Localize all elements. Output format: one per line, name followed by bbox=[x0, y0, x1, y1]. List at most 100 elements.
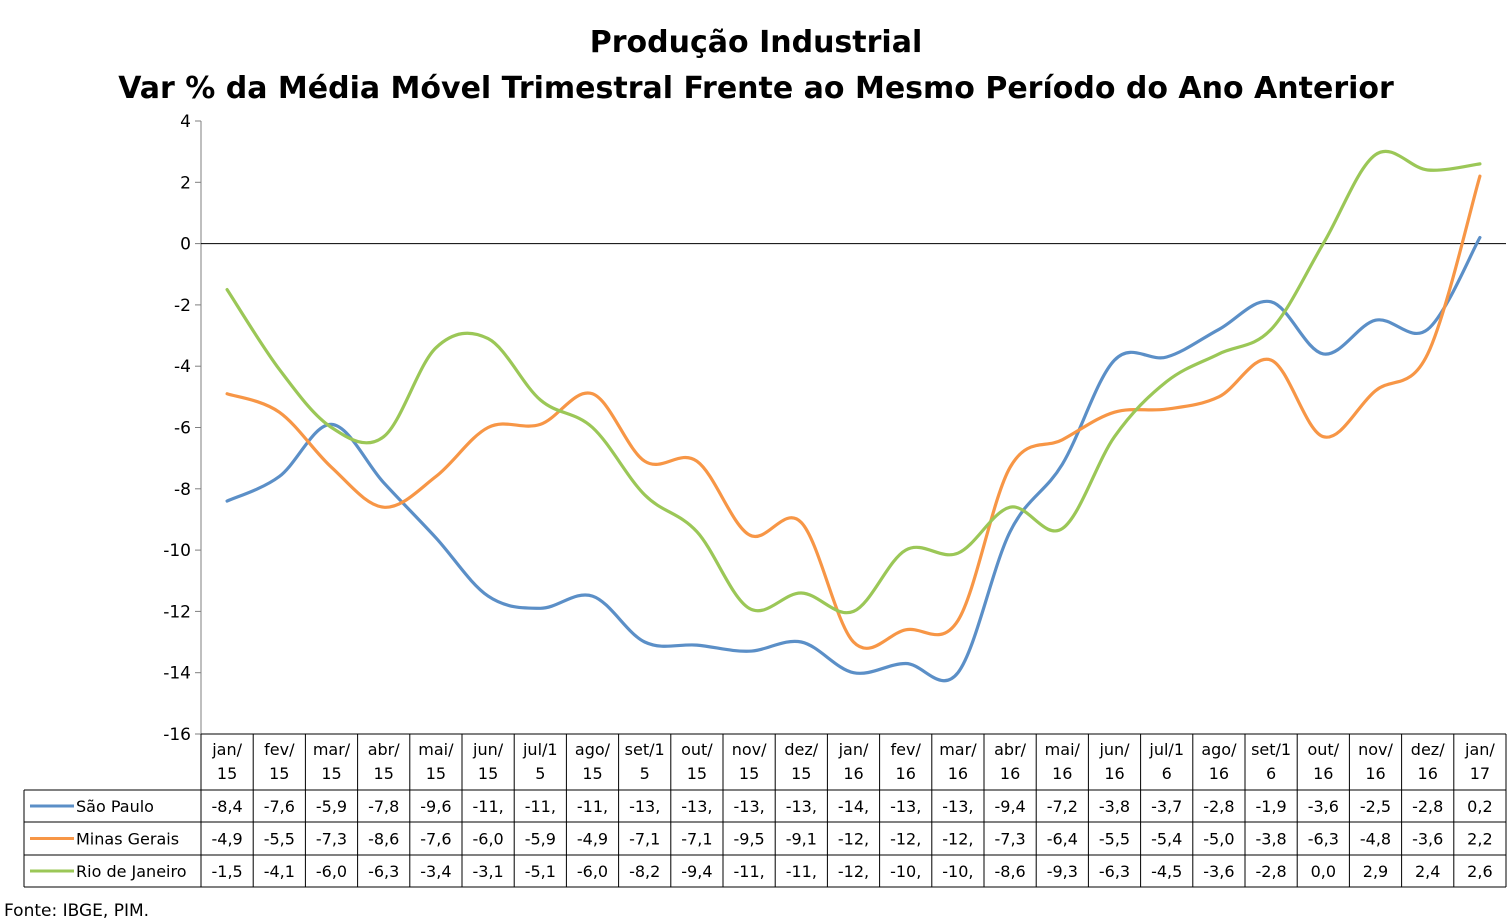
category-label: jan/ bbox=[211, 740, 242, 759]
y-axis: 4 2 0 -2 -4 -6 -8 -10 -12 -14 -16 bbox=[163, 112, 202, 745]
table-cell: -13, bbox=[786, 797, 817, 816]
category-label: 16 bbox=[1052, 764, 1072, 783]
table-cell: 2,4 bbox=[1415, 862, 1440, 881]
category-label: 15 bbox=[478, 764, 498, 783]
category-label: nov/ bbox=[732, 740, 767, 759]
table-cell: -6,0 bbox=[472, 830, 503, 849]
table-cell: -6,3 bbox=[1099, 862, 1130, 881]
table-cell: 2,9 bbox=[1363, 862, 1388, 881]
table-cell: -4,9 bbox=[211, 830, 242, 849]
table-cell: -5,9 bbox=[525, 830, 556, 849]
table-cell: -11, bbox=[525, 797, 556, 816]
category-label: 15 bbox=[321, 764, 341, 783]
table-cell: -8,6 bbox=[994, 862, 1025, 881]
table-cell: -11, bbox=[577, 797, 608, 816]
table-cell: -9,6 bbox=[420, 797, 451, 816]
table-cell: -9,5 bbox=[733, 830, 764, 849]
category-label: 15 bbox=[687, 764, 707, 783]
category-label: jul/1 bbox=[1148, 740, 1184, 759]
category-label: mai/ bbox=[1045, 740, 1081, 759]
table-cell: -5,0 bbox=[1203, 830, 1234, 849]
table-cell: 0,0 bbox=[1311, 862, 1336, 881]
y-tick-label: 4 bbox=[180, 112, 191, 132]
category-label: nov/ bbox=[1358, 740, 1393, 759]
category-label: 15 bbox=[217, 764, 237, 783]
table-cell: -4,1 bbox=[264, 862, 295, 881]
table-cell: -5,5 bbox=[264, 830, 295, 849]
y-tick-label: -4 bbox=[174, 357, 191, 377]
table-cell: -2,8 bbox=[1255, 862, 1286, 881]
table-cell: -7,1 bbox=[681, 830, 712, 849]
category-label: out/ bbox=[681, 740, 713, 759]
category-label: jan/ bbox=[1464, 740, 1495, 759]
table-cell: -10, bbox=[942, 862, 973, 881]
chart-subtitle: Var % da Média Móvel Trimestral Frente a… bbox=[118, 71, 1394, 106]
y-tick-label: 2 bbox=[180, 173, 191, 193]
category-label: dez/ bbox=[784, 740, 818, 759]
y-tick-label: -12 bbox=[163, 602, 191, 622]
table-cell: -11, bbox=[472, 797, 503, 816]
table-cell: -7,3 bbox=[316, 830, 347, 849]
table-cell: -13, bbox=[942, 797, 973, 816]
table-cell: -10, bbox=[890, 862, 921, 881]
table-cell: -7,2 bbox=[1047, 797, 1078, 816]
category-label: 5 bbox=[535, 764, 545, 783]
table-cell: -5,9 bbox=[316, 797, 347, 816]
table-cell: -7,8 bbox=[368, 797, 399, 816]
category-label: out/ bbox=[1308, 740, 1340, 759]
data-table: jan/15 fev/15 mar/15 abr/15 mai/15 jun/15 jul/… bbox=[23, 733, 1507, 888]
y-tick-label: -16 bbox=[163, 725, 191, 745]
table-cell: -2,5 bbox=[1360, 797, 1391, 816]
category-label: 16 bbox=[1104, 764, 1124, 783]
legend-label: Rio de Janeiro bbox=[76, 862, 187, 881]
category-label: 6 bbox=[1266, 764, 1276, 783]
category-label: mar/ bbox=[313, 740, 351, 759]
table-cell: -7,6 bbox=[264, 797, 295, 816]
source-note: Fonte: IBGE, PIM. bbox=[4, 901, 149, 921]
category-label: 15 bbox=[791, 764, 811, 783]
chart-title: Produção Industrial bbox=[590, 25, 922, 60]
category-label: fev/ bbox=[264, 740, 295, 759]
y-tick-label: -2 bbox=[174, 296, 191, 316]
series-line-minas-gerais bbox=[225, 174, 1482, 650]
category-label: abr/ bbox=[994, 740, 1027, 759]
table-cell: 2,2 bbox=[1467, 830, 1492, 849]
category-label: 15 bbox=[374, 764, 394, 783]
category-label: 16 bbox=[896, 764, 916, 783]
table-cell: -7,6 bbox=[420, 830, 451, 849]
table-cell: -8,2 bbox=[629, 862, 660, 881]
table-cell: -12, bbox=[890, 830, 921, 849]
table-cell: -3,6 bbox=[1412, 830, 1443, 849]
category-label: mai/ bbox=[418, 740, 454, 759]
category-label: jan/ bbox=[838, 740, 869, 759]
table-cell: -13, bbox=[733, 797, 764, 816]
category-label: 15 bbox=[269, 764, 289, 783]
table-cell: -13, bbox=[890, 797, 921, 816]
category-label: abr/ bbox=[368, 740, 401, 759]
category-label: dez/ bbox=[1411, 740, 1445, 759]
table-cell: 0,2 bbox=[1467, 797, 1492, 816]
table-cell: -5,4 bbox=[1151, 830, 1182, 849]
category-label: 15 bbox=[739, 764, 759, 783]
y-tick-label: -10 bbox=[163, 541, 191, 561]
category-label: 15 bbox=[426, 764, 446, 783]
y-tick-label: -14 bbox=[163, 664, 191, 684]
table-cell: -6,4 bbox=[1047, 830, 1078, 849]
series-line-rio-de-janeiro bbox=[225, 149, 1482, 615]
category-label: ago/ bbox=[575, 740, 611, 759]
category-label: 17 bbox=[1470, 764, 1490, 783]
table-cell: -14, bbox=[838, 797, 869, 816]
y-tick-label: -6 bbox=[174, 419, 191, 439]
table-cell: -2,8 bbox=[1412, 797, 1443, 816]
legend-label: Minas Gerais bbox=[76, 830, 179, 849]
table-cell: -3,4 bbox=[420, 862, 451, 881]
category-label: 15 bbox=[582, 764, 602, 783]
table-cell: -2,8 bbox=[1203, 797, 1234, 816]
table-cell: -1,9 bbox=[1255, 797, 1286, 816]
table-cell: -8,6 bbox=[368, 830, 399, 849]
table-cell: -11, bbox=[786, 862, 817, 881]
table-cell: -6,3 bbox=[1308, 830, 1339, 849]
series-line-sao-paulo bbox=[225, 235, 1482, 683]
table-cell: -6,0 bbox=[577, 862, 608, 881]
